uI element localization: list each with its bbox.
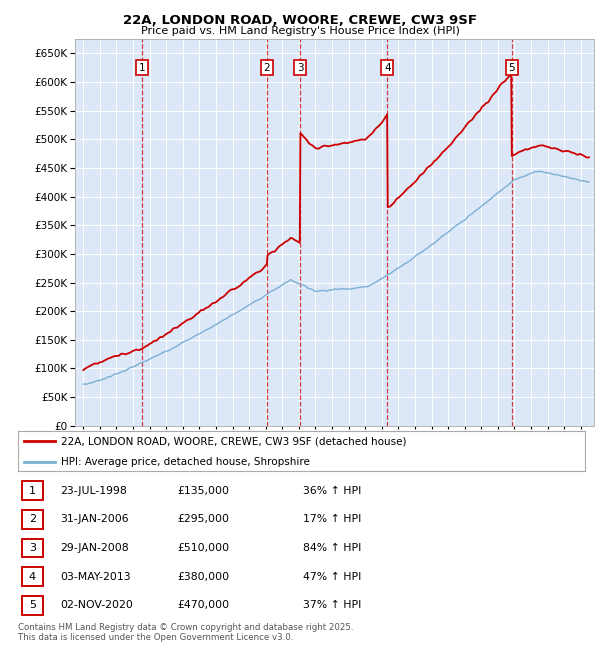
Text: 22A, LONDON ROAD, WOORE, CREWE, CW3 9SF: 22A, LONDON ROAD, WOORE, CREWE, CW3 9SF [123, 14, 477, 27]
Text: 3: 3 [29, 543, 36, 553]
Text: 29-JAN-2008: 29-JAN-2008 [60, 543, 128, 553]
FancyBboxPatch shape [22, 539, 43, 557]
FancyBboxPatch shape [22, 596, 43, 614]
FancyBboxPatch shape [22, 510, 43, 528]
Text: 3: 3 [297, 62, 304, 73]
Text: 2: 2 [264, 62, 271, 73]
Text: £135,000: £135,000 [177, 486, 229, 496]
Text: £295,000: £295,000 [177, 514, 229, 525]
Text: 4: 4 [384, 62, 391, 73]
Text: 37% ↑ HPI: 37% ↑ HPI [303, 600, 361, 610]
Text: 4: 4 [29, 571, 36, 582]
Text: £510,000: £510,000 [177, 543, 229, 553]
Text: £380,000: £380,000 [177, 571, 229, 582]
Text: 03-MAY-2013: 03-MAY-2013 [60, 571, 131, 582]
Text: 17% ↑ HPI: 17% ↑ HPI [303, 514, 361, 525]
Text: 1: 1 [29, 486, 36, 496]
Text: 02-NOV-2020: 02-NOV-2020 [60, 600, 133, 610]
Text: 47% ↑ HPI: 47% ↑ HPI [303, 571, 361, 582]
FancyBboxPatch shape [22, 567, 43, 586]
Text: £470,000: £470,000 [177, 600, 229, 610]
Text: 84% ↑ HPI: 84% ↑ HPI [303, 543, 361, 553]
Text: 22A, LONDON ROAD, WOORE, CREWE, CW3 9SF (detached house): 22A, LONDON ROAD, WOORE, CREWE, CW3 9SF … [61, 436, 406, 446]
Text: 23-JUL-1998: 23-JUL-1998 [60, 486, 127, 496]
Text: 31-JAN-2006: 31-JAN-2006 [60, 514, 128, 525]
Text: 36% ↑ HPI: 36% ↑ HPI [303, 486, 361, 496]
Text: 5: 5 [508, 62, 515, 73]
FancyBboxPatch shape [22, 482, 43, 500]
Text: 5: 5 [29, 600, 36, 610]
Text: 1: 1 [139, 62, 146, 73]
Text: HPI: Average price, detached house, Shropshire: HPI: Average price, detached house, Shro… [61, 458, 310, 467]
Text: Price paid vs. HM Land Registry's House Price Index (HPI): Price paid vs. HM Land Registry's House … [140, 26, 460, 36]
Text: Contains HM Land Registry data © Crown copyright and database right 2025.
This d: Contains HM Land Registry data © Crown c… [18, 623, 353, 642]
Text: 2: 2 [29, 514, 36, 525]
